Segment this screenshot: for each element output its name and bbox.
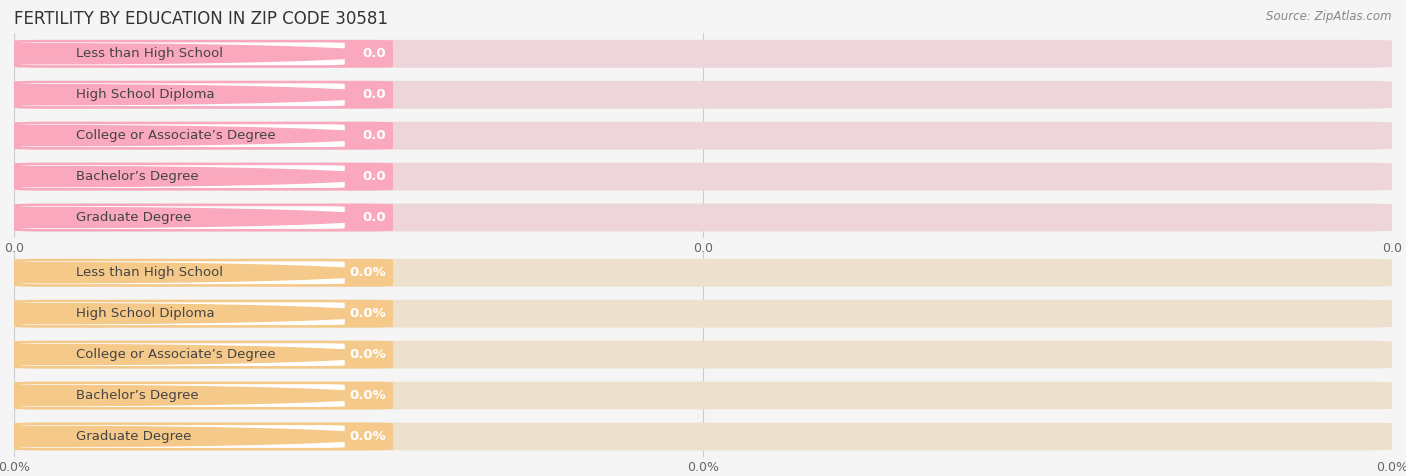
- FancyBboxPatch shape: [14, 423, 392, 450]
- FancyBboxPatch shape: [14, 341, 1392, 368]
- Text: Less than High School: Less than High School: [76, 266, 224, 279]
- FancyBboxPatch shape: [14, 259, 1392, 287]
- Text: Less than High School: Less than High School: [76, 47, 224, 60]
- FancyBboxPatch shape: [21, 83, 344, 106]
- FancyBboxPatch shape: [14, 423, 1392, 450]
- Text: Source: ZipAtlas.com: Source: ZipAtlas.com: [1267, 10, 1392, 22]
- FancyBboxPatch shape: [21, 206, 344, 229]
- FancyBboxPatch shape: [14, 40, 1392, 68]
- Text: 0.0%: 0.0%: [349, 430, 387, 443]
- Circle shape: [0, 386, 382, 406]
- FancyBboxPatch shape: [14, 341, 392, 368]
- Text: 0.0%: 0.0%: [349, 266, 387, 279]
- Text: College or Associate’s Degree: College or Associate’s Degree: [76, 129, 276, 142]
- Text: 0.0: 0.0: [363, 211, 387, 224]
- FancyBboxPatch shape: [14, 300, 392, 327]
- Text: FERTILITY BY EDUCATION IN ZIP CODE 30581: FERTILITY BY EDUCATION IN ZIP CODE 30581: [14, 10, 388, 28]
- FancyBboxPatch shape: [14, 382, 392, 409]
- Text: High School Diploma: High School Diploma: [76, 88, 215, 101]
- Circle shape: [0, 263, 382, 283]
- Circle shape: [0, 44, 382, 64]
- Text: 0.0%: 0.0%: [349, 307, 387, 320]
- FancyBboxPatch shape: [14, 259, 392, 287]
- Text: 0.0: 0.0: [363, 129, 387, 142]
- FancyBboxPatch shape: [14, 122, 392, 149]
- Circle shape: [0, 167, 382, 187]
- Circle shape: [0, 345, 382, 365]
- Text: Graduate Degree: Graduate Degree: [76, 430, 191, 443]
- FancyBboxPatch shape: [14, 122, 1392, 149]
- Text: Bachelor’s Degree: Bachelor’s Degree: [76, 389, 198, 402]
- FancyBboxPatch shape: [21, 261, 344, 284]
- Text: 0.0%: 0.0%: [349, 348, 387, 361]
- Circle shape: [0, 304, 382, 324]
- FancyBboxPatch shape: [14, 163, 392, 190]
- FancyBboxPatch shape: [21, 425, 344, 448]
- Text: 0.0: 0.0: [363, 170, 387, 183]
- Circle shape: [0, 426, 382, 446]
- FancyBboxPatch shape: [14, 382, 1392, 409]
- FancyBboxPatch shape: [14, 163, 1392, 190]
- FancyBboxPatch shape: [21, 302, 344, 325]
- Circle shape: [0, 208, 382, 228]
- Text: 0.0%: 0.0%: [349, 389, 387, 402]
- FancyBboxPatch shape: [14, 81, 1392, 109]
- FancyBboxPatch shape: [14, 204, 392, 231]
- FancyBboxPatch shape: [14, 40, 392, 68]
- FancyBboxPatch shape: [14, 81, 392, 109]
- Text: High School Diploma: High School Diploma: [76, 307, 215, 320]
- FancyBboxPatch shape: [14, 300, 1392, 327]
- Circle shape: [0, 85, 382, 105]
- Text: Graduate Degree: Graduate Degree: [76, 211, 191, 224]
- FancyBboxPatch shape: [21, 165, 344, 188]
- Text: College or Associate’s Degree: College or Associate’s Degree: [76, 348, 276, 361]
- FancyBboxPatch shape: [14, 204, 1392, 231]
- FancyBboxPatch shape: [21, 343, 344, 366]
- Text: Bachelor’s Degree: Bachelor’s Degree: [76, 170, 198, 183]
- FancyBboxPatch shape: [21, 42, 344, 65]
- Text: 0.0: 0.0: [363, 88, 387, 101]
- Text: 0.0: 0.0: [363, 47, 387, 60]
- Circle shape: [0, 126, 382, 146]
- FancyBboxPatch shape: [21, 124, 344, 147]
- FancyBboxPatch shape: [21, 384, 344, 407]
